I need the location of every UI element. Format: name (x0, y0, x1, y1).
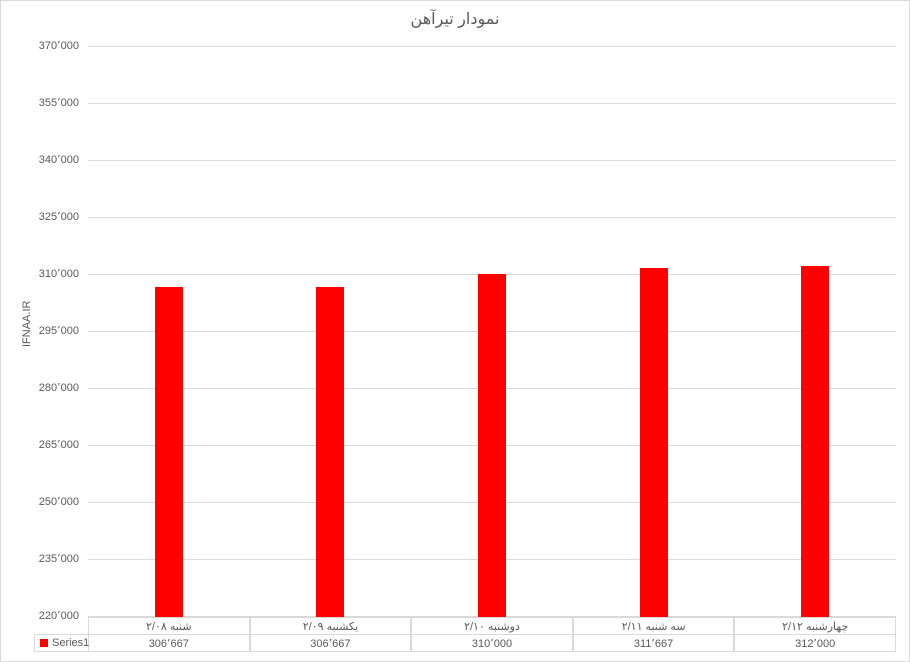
chart-title: نمودار تیرآهن (410, 11, 500, 28)
category-cell-3: دوشنبه ۲/۱۰ (411, 617, 573, 635)
category-cell-2: یکشنبه ۲/۰۹ (249, 617, 412, 635)
bar-3 (478, 274, 506, 617)
series1-legend-label: Series1 (52, 637, 90, 649)
y-tick-label: 220٬000 (38, 610, 79, 622)
y-tick-label: 265٬000 (38, 439, 79, 451)
y-tick-label: 310٬000 (38, 268, 79, 280)
y-tick-label: 280٬000 (38, 382, 79, 394)
value-cell-1: 306٬667 (88, 634, 250, 652)
value-cell-4: 311٬667 (572, 634, 735, 652)
legend-cell: Series1 (34, 634, 89, 652)
bar-5 (801, 266, 830, 617)
gridline (88, 160, 896, 161)
y-tick-label: 250٬000 (38, 496, 79, 508)
value-cell-3: 310٬000 (411, 634, 573, 652)
y-tick-label: 235٬000 (38, 553, 79, 565)
bar-1 (154, 286, 183, 617)
category-cell-4: سه شنبه ۲/۱۱ (572, 617, 735, 635)
value-cell-2: 306٬667 (249, 634, 412, 652)
y-tick-label: 355٬000 (38, 97, 79, 109)
bar-4 (639, 267, 668, 617)
category-cell-1: شنبه ۲/۰۸ (88, 617, 250, 635)
y-tick-label: 340٬000 (38, 154, 79, 166)
y-tick-label: 325٬000 (38, 211, 79, 223)
gridline (88, 103, 896, 104)
gridline (88, 217, 896, 218)
series1-legend-swatch (40, 639, 48, 647)
category-cell-5: چهارشنبه ۲/۱۲ (734, 617, 896, 635)
gridline (88, 46, 896, 47)
y-tick-label: 370٬000 (38, 40, 79, 52)
y-tick-label: 295٬000 (38, 325, 79, 337)
bar-2 (316, 286, 345, 617)
value-cell-5: 312٬000 (734, 634, 896, 652)
